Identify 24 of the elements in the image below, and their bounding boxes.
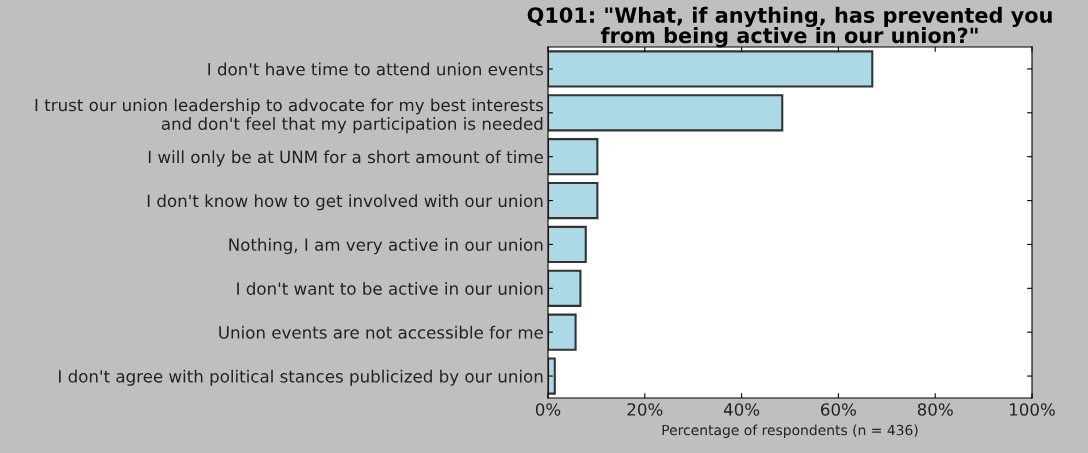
- y-tick-label: I don't have time to attend union events: [208, 62, 544, 76]
- chart-title: Q101: "What, if anything, has prevented you from being active in our union?": [527, 6, 1052, 48]
- x-tick-label: 60%: [821, 403, 856, 416]
- y-tick-label: I don't want to be active in our union: [237, 281, 543, 295]
- bar: [548, 225, 587, 264]
- x-tick-label: 0%: [535, 403, 561, 416]
- bar: [548, 269, 582, 307]
- x-tick-label: 40%: [723, 403, 760, 416]
- y-tick-label: I don't know how to get involved with our union: [147, 194, 543, 211]
- y-tick-label: I don't agree with political stances publicized by our union: [59, 369, 543, 386]
- bar: [548, 50, 874, 88]
- x-tick-label: 20%: [627, 403, 663, 416]
- bar: [548, 313, 577, 351]
- bar: [548, 357, 556, 395]
- y-tick-label: Nothing, I am very active in our union: [229, 238, 543, 255]
- y-tick-label: Union events are not accessible for me: [219, 325, 543, 339]
- x-tick-label: 100%: [1010, 403, 1055, 416]
- bar: [548, 181, 599, 220]
- bar: [548, 138, 599, 176]
- y-tick-label: I trust our union leadership to advocate for my best interests and don't feel that my participation is needed: [35, 98, 544, 134]
- x-axis-title: Percentage of respondents (n = 436): [662, 424, 918, 438]
- bar: [548, 94, 784, 132]
- y-tick-label: I will only be at UNM for a short amount of time: [148, 150, 543, 167]
- x-tick-label: 80%: [917, 403, 953, 416]
